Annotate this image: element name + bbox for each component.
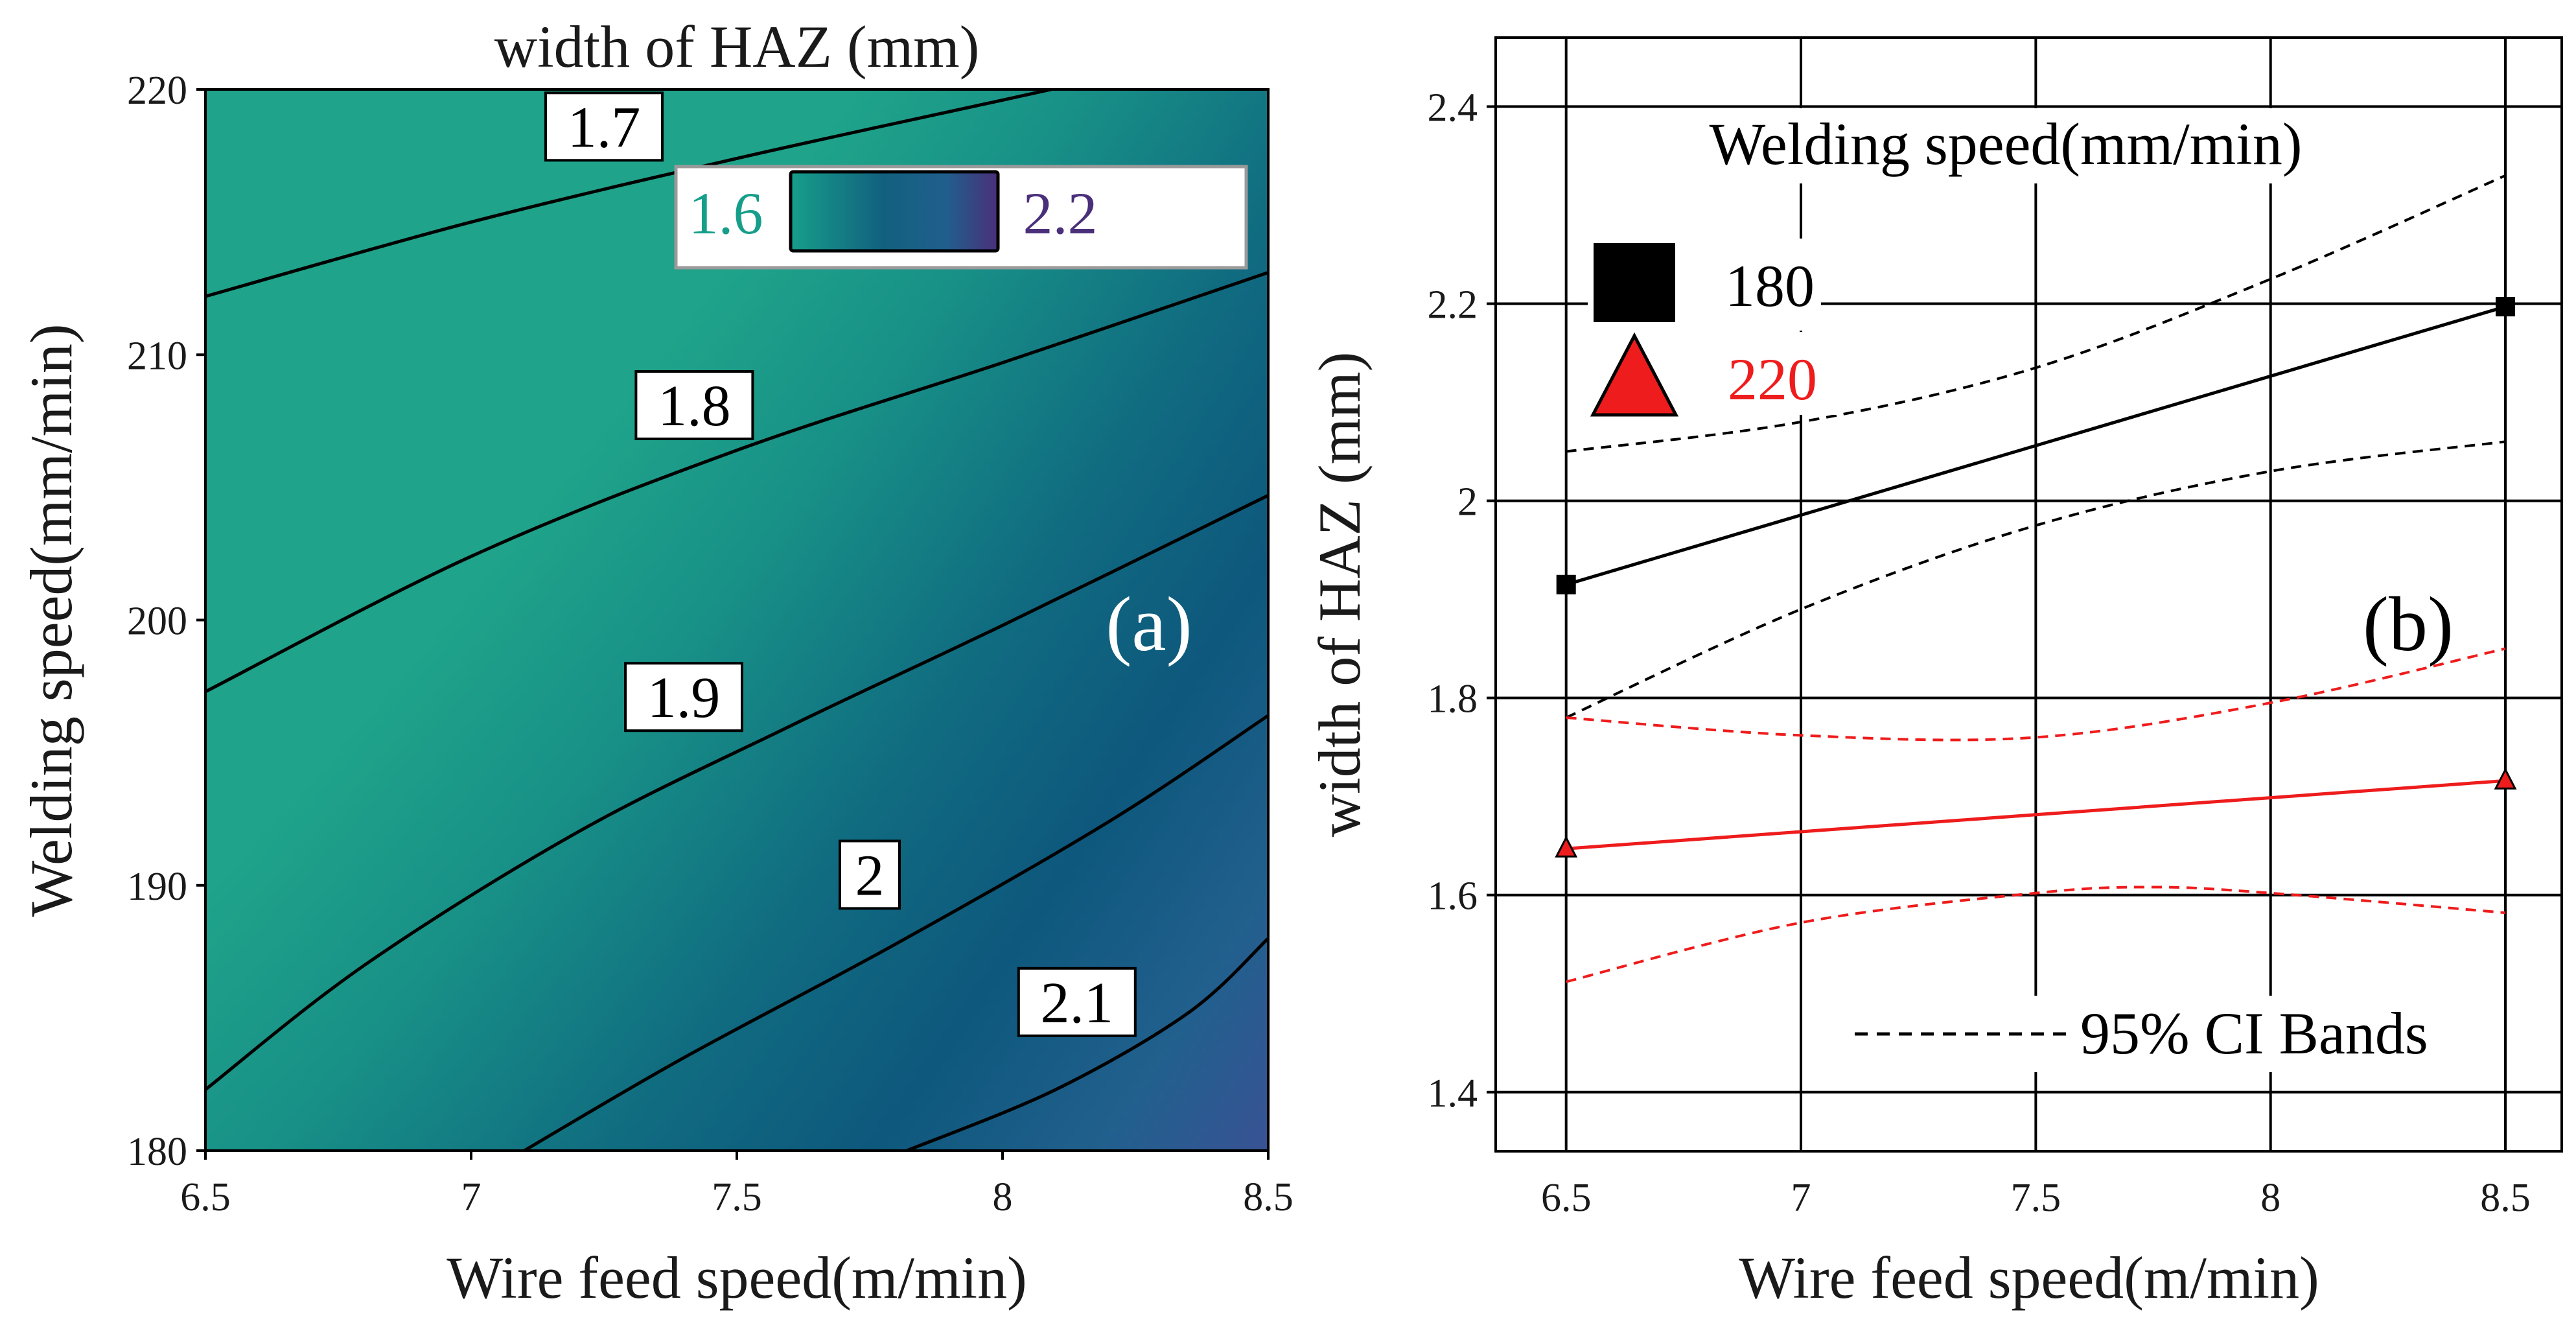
contour-labels: 1.7 1.8 1.9 2 2.1 <box>544 91 1137 1037</box>
contour-label-box <box>544 91 664 162</box>
contour-lines <box>205 89 1268 1151</box>
legend-title-bg <box>1662 108 2350 183</box>
contour-label: 1.9 <box>647 666 721 730</box>
legend-label-180: 180 <box>1725 253 1815 319</box>
data-markers <box>1555 297 2517 858</box>
legend-ci-bg <box>1828 996 2482 1072</box>
x-tick-label: 6.5 <box>180 1175 231 1219</box>
legend-title: Welding speed(mm/min) <box>1710 111 2303 177</box>
contour-label: 2.1 <box>1041 971 1114 1035</box>
ci-bands <box>1565 174 2506 983</box>
colorbar-min-label: 1.6 <box>689 180 763 246</box>
fit-lines <box>1565 305 2506 850</box>
panel-b: Welding speed(mm/min) 180 220 95% CI Ban… <box>1306 36 2563 1311</box>
legend-triangle-marker <box>1590 332 1679 417</box>
data-point-220 <box>2494 768 2517 790</box>
contour-label: 2 <box>855 843 885 908</box>
data-point-180 <box>2496 297 2516 317</box>
contour-label-box <box>839 839 901 910</box>
grid-b <box>1496 38 2562 1151</box>
colorbar-legend: 1.6 2.2 <box>674 165 1248 270</box>
ci-upper-220 <box>1566 647 2506 742</box>
legend-b: Welding speed(mm/min) 180 220 95% CI Ban… <box>1588 108 2482 1072</box>
legend-label-220: 220 <box>1728 346 1817 412</box>
x-tick-label: 8 <box>993 1175 1013 1219</box>
contour-label: 1.7 <box>568 95 641 159</box>
contour-label-box <box>634 370 754 441</box>
legend-square-marker <box>1594 243 1675 322</box>
x-tick-label: 6.5 <box>1541 1176 1592 1220</box>
ci-upper-180 <box>1566 174 2506 453</box>
contour-label: 1.8 <box>658 374 731 438</box>
contour-label-box <box>624 662 743 733</box>
contour-line-2.1 <box>906 937 1268 1151</box>
x-tick-label: 8.5 <box>1243 1175 1294 1219</box>
y-ticks-b: 1.4 1.6 1.8 2 2.2 2.4 <box>1428 86 1496 1116</box>
plot-frame-b <box>1494 36 2563 1153</box>
x-tick-label: 7.5 <box>2011 1176 2061 1220</box>
contour-line-2 <box>523 714 1268 1151</box>
y-tick-label: 1.6 <box>1428 874 1478 919</box>
panel-a: 1.7 1.8 1.9 2 2.1 6.5 7 7.5 8 8.5 180 190 200 210 22… <box>18 14 1294 1311</box>
legend-ci-label: 95% CI Bands <box>2080 1000 2428 1066</box>
x-tick-label: 8 <box>2260 1176 2280 1220</box>
y-tick-label: 210 <box>127 334 187 378</box>
x-tick-label: 7 <box>461 1175 482 1219</box>
x-axis-title-a: Wire feed speed(m/min) <box>447 1245 1027 1311</box>
x-ticks-a: 6.5 7 7.5 8 8.5 <box>180 1151 1294 1219</box>
contour-line-1.9 <box>205 493 1268 1091</box>
ci-lower-180 <box>1565 440 2506 719</box>
y-tick-label: 190 <box>127 865 187 909</box>
y-tick-label: 200 <box>127 600 187 644</box>
y-tick-label: 1.8 <box>1428 677 1478 721</box>
y-tick-label: 1.4 <box>1428 1072 1478 1116</box>
x-tick-label: 7 <box>1791 1176 1811 1220</box>
ci-lower-220 <box>1566 885 2506 983</box>
contour-label-box <box>1017 967 1137 1037</box>
x-ticks-b: 6.5 7 7.5 8 8.5 <box>1541 1176 2531 1220</box>
data-point-220 <box>1555 835 1578 858</box>
colorbar-max-label: 2.2 <box>1023 180 1098 246</box>
y-tick-label: 2 <box>1457 480 1478 524</box>
y-tick-label: 2.4 <box>1428 86 1478 130</box>
colorbar-gradient <box>789 170 1000 253</box>
fit-line-220 <box>1566 779 2506 850</box>
x-tick-label: 7.5 <box>712 1175 762 1219</box>
y-tick-label: 220 <box>127 69 187 113</box>
y-axis-title-b: width of HAZ (mm) <box>1306 352 1373 838</box>
x-axis-title-b: Wire feed speed(m/min) <box>1739 1245 2319 1311</box>
y-ticks-a: 180 190 200 210 220 <box>127 69 205 1174</box>
x-tick-label: 8.5 <box>2480 1176 2531 1220</box>
y-tick-label: 180 <box>127 1130 187 1174</box>
panel-tag-a: (a) <box>1106 581 1192 667</box>
fit-line-180 <box>1565 305 2506 587</box>
data-point-180 <box>1556 574 1576 594</box>
contour-line-1.7 <box>205 89 1059 298</box>
contour-line-1.8 <box>205 271 1268 694</box>
panel-a-title: width of HAZ (mm) <box>494 14 980 80</box>
y-tick-label: 2.2 <box>1428 283 1478 327</box>
panel-tag-b: (b) <box>2363 581 2454 667</box>
y-axis-title-a: Welding speed(mm/min) <box>18 324 84 917</box>
